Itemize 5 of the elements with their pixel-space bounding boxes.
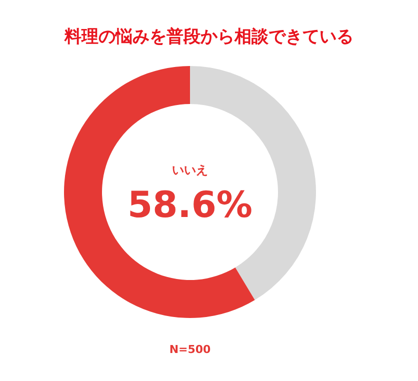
chart-title: 料理の悩みを普段から相談できている xyxy=(64,26,354,47)
donut-slice xyxy=(64,66,255,318)
slice-label: いいえ xyxy=(172,163,208,177)
data-label: 58.6% xyxy=(128,185,252,226)
text: N=500 xyxy=(169,343,212,356)
